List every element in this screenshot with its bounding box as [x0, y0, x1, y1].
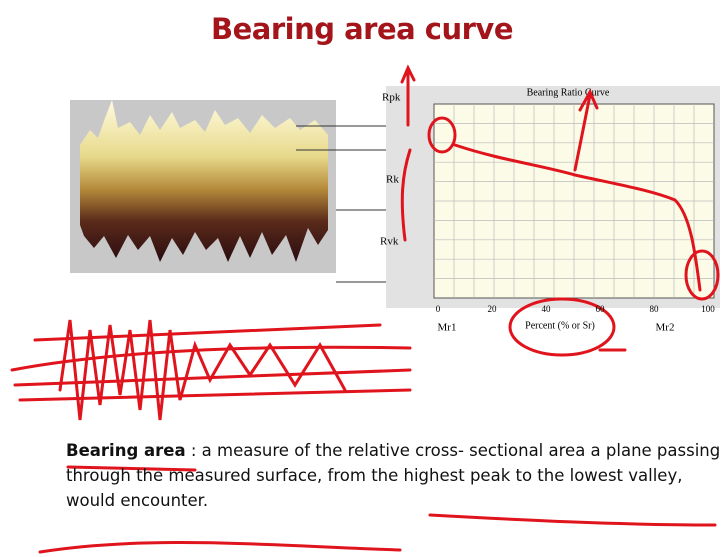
- slide: Bearing area curve Bearing Ratio Curve R…: [0, 0, 724, 557]
- x-tick-label: 0: [436, 304, 441, 314]
- x-tick-label: 60: [596, 304, 606, 314]
- marker-mr2: Mr2: [656, 322, 675, 334]
- chart-title: Bearing Ratio Curve: [527, 87, 610, 98]
- x-tick-label: 40: [542, 304, 552, 314]
- x-tick-label: 100: [701, 304, 715, 314]
- x-axis-label: Percent (% or Sr): [525, 320, 595, 331]
- rk-label: Rk: [386, 174, 399, 186]
- rpk-label: Rpk: [382, 92, 401, 104]
- rvk-label: Rvk: [380, 236, 399, 248]
- marker-mr1: Mr1: [438, 322, 457, 334]
- definition: Bearing area : a measure of the relative…: [66, 438, 724, 513]
- x-tick-label: 80: [650, 304, 660, 314]
- x-tick-label: 20: [488, 304, 498, 314]
- definition-term: Bearing area: [66, 441, 186, 460]
